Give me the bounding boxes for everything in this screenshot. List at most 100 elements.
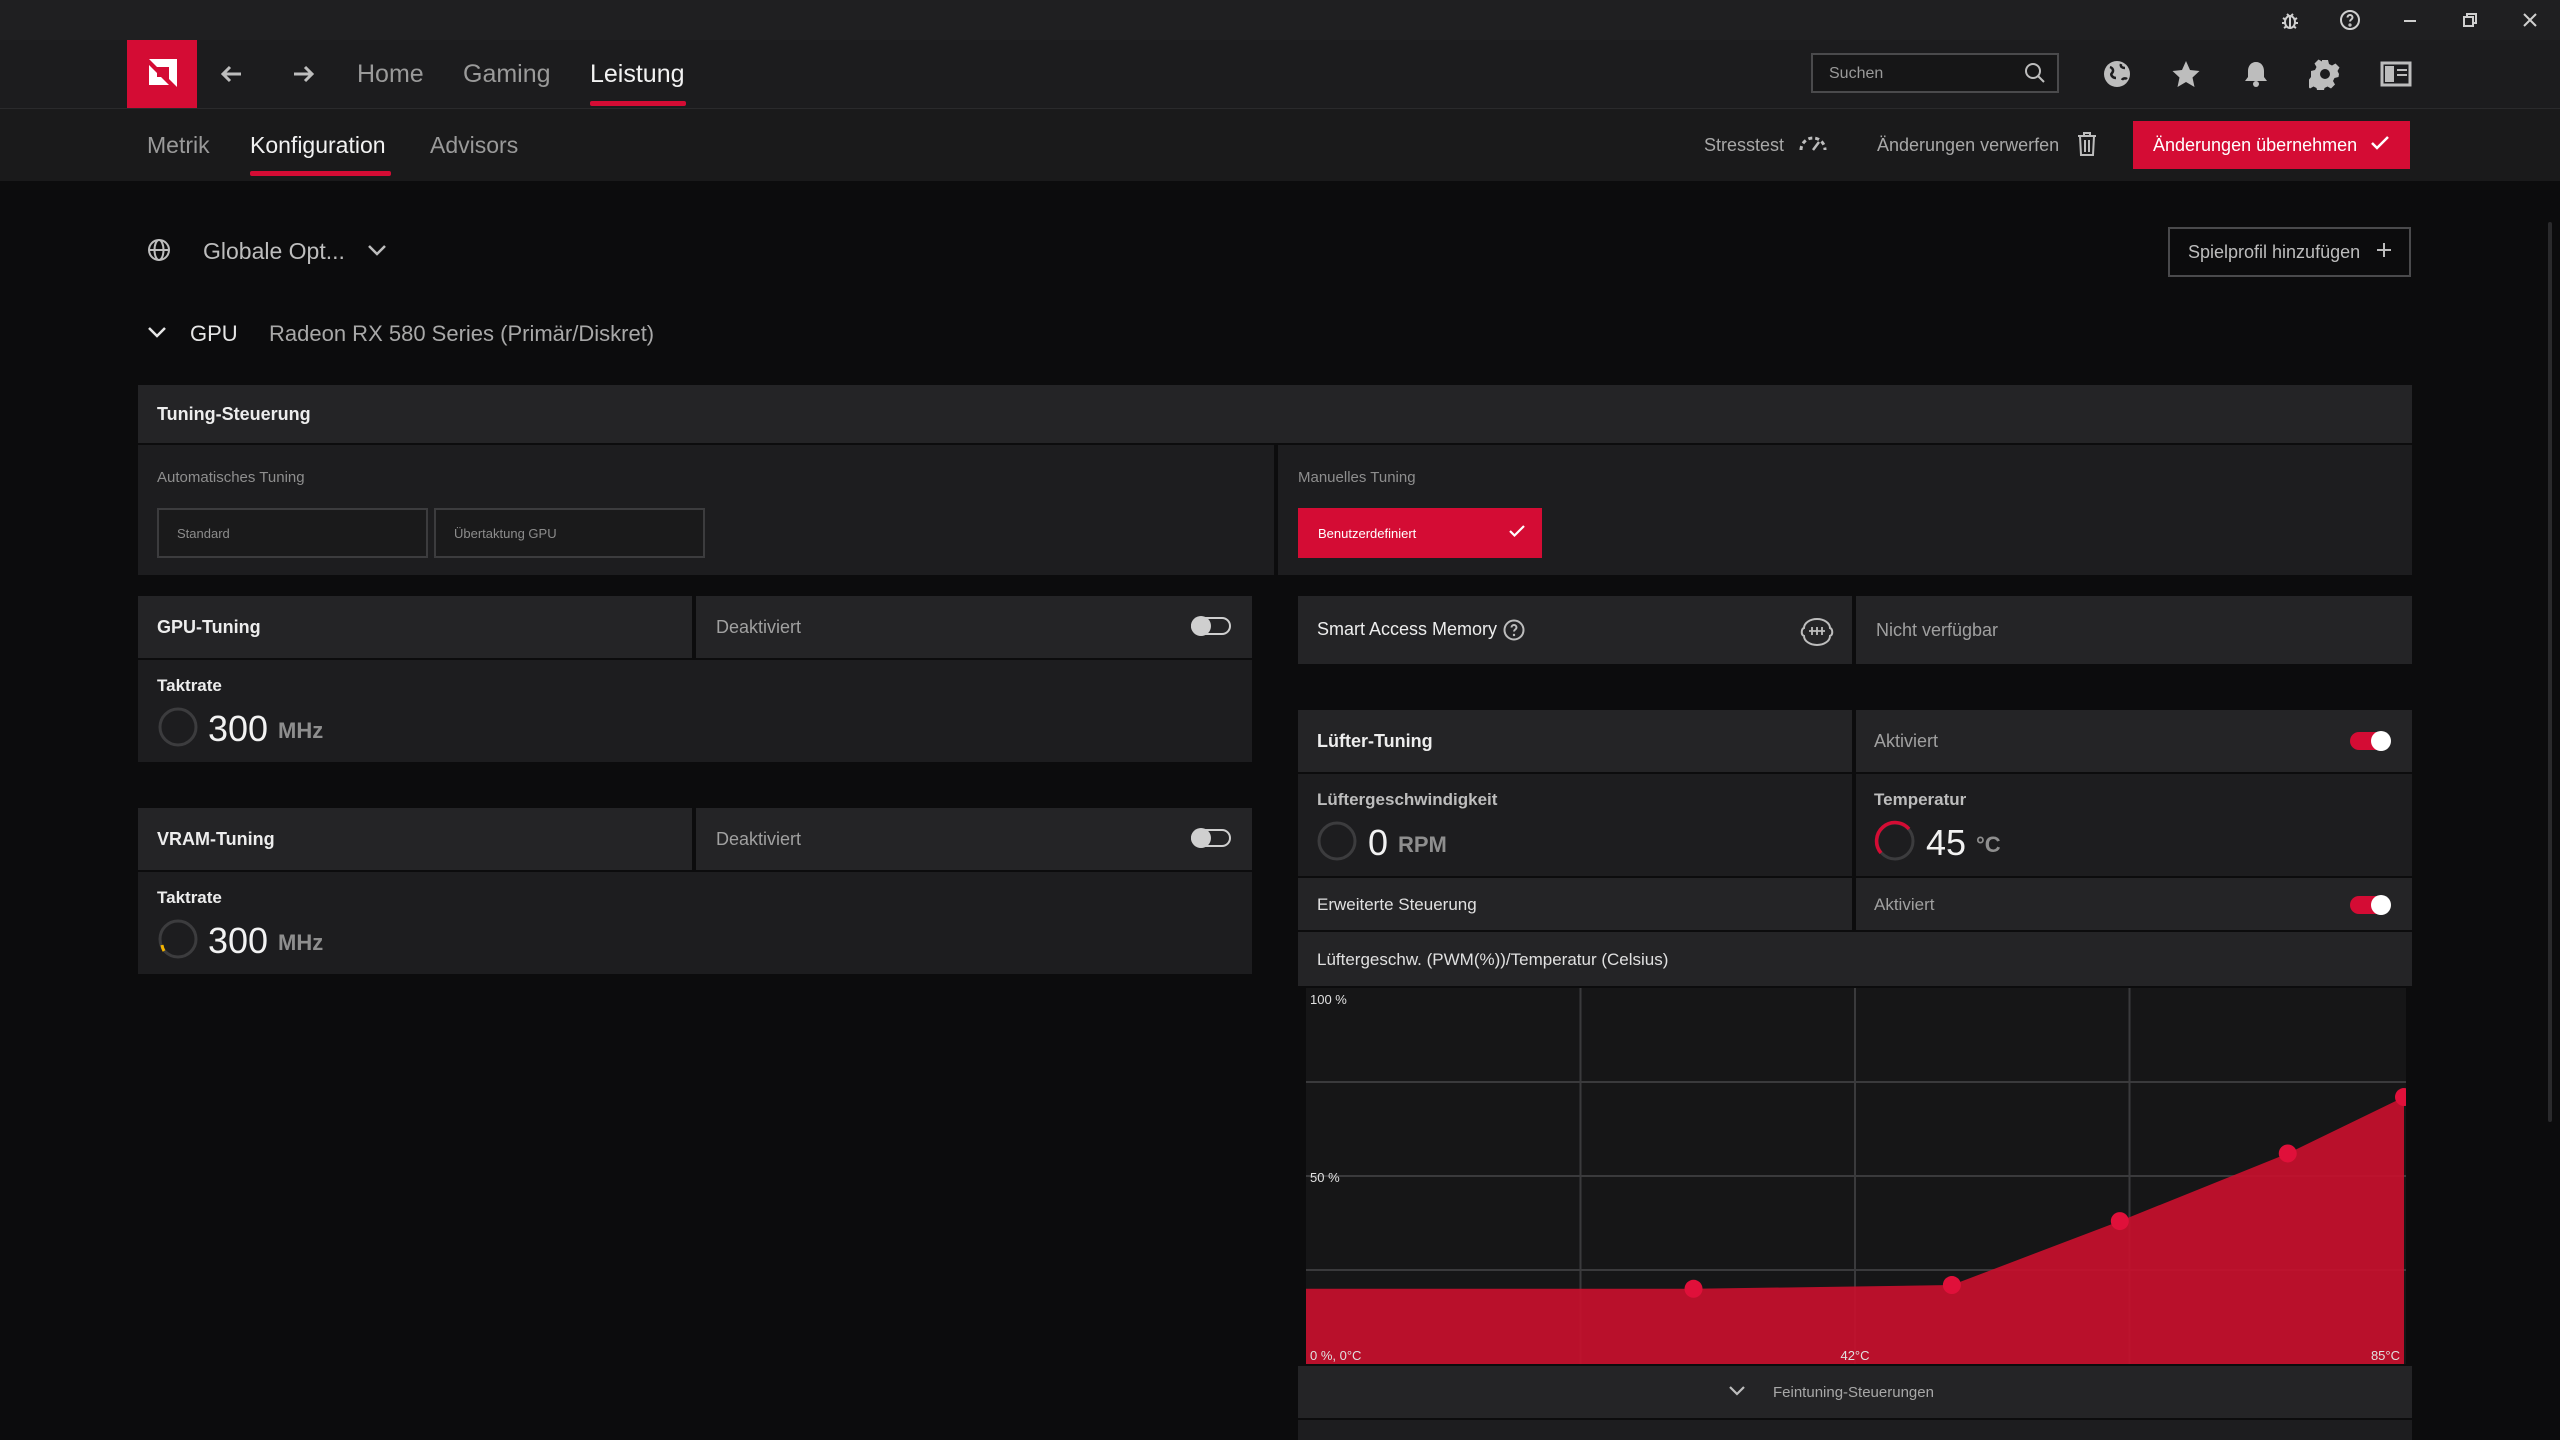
- chevron-down-icon[interactable]: [366, 240, 388, 265]
- collapse-chevron-icon[interactable]: [146, 322, 168, 347]
- fan-curve-point[interactable]: [2110, 1212, 2129, 1231]
- fan-speed-gauge-icon: [1317, 821, 1357, 861]
- fan-curve-point[interactable]: [2278, 1144, 2297, 1163]
- checkmark-icon: [1508, 524, 1526, 543]
- profile-select[interactable]: Globale Opt...: [203, 238, 345, 264]
- fan-tuning-status: Aktiviert: [1874, 731, 1939, 751]
- tab-advisors[interactable]: Advisors: [430, 132, 519, 158]
- gpu-tuning-status-cell: [696, 596, 1252, 658]
- vram-clock-gauge-icon: [158, 919, 198, 959]
- chevron-down-icon[interactable]: [1727, 1382, 1747, 1405]
- scrollbar[interactable]: [2548, 222, 2552, 1122]
- memory-chip-icon: [1798, 616, 1836, 651]
- manual-tuning-label: Manuelles Tuning: [1298, 469, 1416, 486]
- fan-curve-point[interactable]: [1684, 1279, 1703, 1298]
- discard-changes-button[interactable]: Änderungen verwerfen: [1877, 135, 2060, 155]
- checkmark-icon: [2370, 135, 2390, 156]
- advanced-control-toggle[interactable]: [2350, 895, 2391, 915]
- gpu-clock-label: Taktrate: [157, 676, 222, 695]
- plus-icon: [2375, 241, 2393, 264]
- nav-leistung[interactable]: Leistung: [590, 60, 685, 88]
- search-icon[interactable]: [2023, 61, 2047, 90]
- fine-tuning-row[interactable]: [1298, 1366, 2412, 1418]
- temperature-unit: °C: [1976, 832, 2001, 857]
- search-input[interactable]: [1827, 61, 2011, 87]
- vram-tuning-body: [138, 872, 1252, 974]
- gpu-clock-unit: MHz: [278, 718, 324, 743]
- temperature-label: Temperatur: [1874, 790, 1967, 809]
- toggle-knob: [2371, 895, 2391, 915]
- subnav-active-indicator: [250, 171, 391, 176]
- add-game-profile-label: Spielprofil hinzufügen: [2188, 241, 2361, 262]
- vram-clock-value: 300: [208, 920, 269, 961]
- bell-icon[interactable]: [2236, 54, 2276, 94]
- temperature-value: 45: [1926, 822, 1967, 863]
- help-circle-icon[interactable]: [1502, 618, 1526, 647]
- bug-report-icon[interactable]: [2265, 4, 2315, 36]
- custom-tuning-button[interactable]: Benutzerdefiniert: [1298, 508, 1542, 558]
- trash-icon[interactable]: [2076, 131, 2098, 162]
- gpu-tuning-header: [138, 596, 692, 658]
- gpu-tuning-body: [138, 660, 1252, 762]
- title-bar: [0, 0, 2560, 40]
- vram-tuning-header: [138, 808, 692, 870]
- speedometer-icon[interactable]: [1797, 130, 1829, 159]
- help-icon[interactable]: [2325, 4, 2375, 36]
- nav-home[interactable]: Home: [357, 60, 424, 88]
- fine-tuning-label[interactable]: Feintuning-Steuerungen: [1773, 1384, 1934, 1401]
- overclock-gpu-option[interactable]: Übertaktung GPU: [434, 508, 705, 558]
- custom-tuning-label: Benutzerdefiniert: [1318, 525, 1417, 541]
- apply-changes-label: Änderungen übernehmen: [2153, 134, 2358, 155]
- vram-clock-unit: MHz: [278, 930, 324, 955]
- next-panel-edge: [1298, 1420, 2412, 1440]
- globe-icon[interactable]: [2097, 54, 2137, 94]
- y-tick-label: 50 %: [1310, 1170, 1340, 1185]
- vram-tuning-status-cell: [696, 808, 1252, 870]
- standard-option[interactable]: Standard: [157, 508, 428, 558]
- search-box[interactable]: [1811, 53, 2059, 93]
- apply-changes-button[interactable]: Änderungen übernehmen: [2133, 121, 2410, 169]
- tab-konfiguration[interactable]: Konfiguration: [250, 132, 386, 158]
- toggle-knob: [1191, 828, 1211, 848]
- vram-tuning-title: VRAM-Tuning: [157, 829, 275, 849]
- vram-tuning-toggle[interactable]: [1191, 828, 1231, 848]
- toggle-knob: [1191, 616, 1211, 636]
- fan-tuning-status-cell: [1856, 710, 2412, 772]
- auto-tuning-label: Automatisches Tuning: [157, 469, 305, 486]
- tab-metrik[interactable]: Metrik: [147, 132, 210, 158]
- gpu-tuning-status: Deaktiviert: [716, 617, 802, 637]
- fan-speed-value: 0: [1368, 822, 1389, 863]
- fan-tuning-toggle[interactable]: [2350, 731, 2391, 751]
- fan-curve-point[interactable]: [1942, 1276, 1961, 1295]
- sam-header: [1298, 596, 1852, 664]
- back-arrow-icon[interactable]: [212, 58, 252, 90]
- amd-logo-icon[interactable]: [127, 40, 197, 108]
- star-icon[interactable]: [2166, 54, 2206, 94]
- minimize-icon[interactable]: [2385, 4, 2435, 36]
- fan-tuning-title: Lüfter-Tuning: [1317, 731, 1433, 751]
- close-icon[interactable]: [2505, 4, 2555, 36]
- gpu-clock-value: 300: [208, 708, 269, 749]
- nav-active-indicator: [590, 101, 686, 106]
- gpu-clock-gauge-icon: [158, 707, 198, 747]
- add-game-profile-button[interactable]: Spielprofil hinzufügen: [2168, 227, 2411, 277]
- gpu-label: GPU: [190, 321, 238, 346]
- forward-arrow-icon[interactable]: [283, 58, 323, 90]
- gpu-tuning-toggle[interactable]: [1191, 616, 1231, 636]
- restore-icon[interactable]: [2445, 4, 2495, 36]
- fan-speed-cell: [1298, 774, 1852, 876]
- sidebar-layout-icon[interactable]: [2376, 54, 2416, 94]
- tuning-control-header: [138, 385, 2412, 443]
- stresstest-button[interactable]: Stresstest: [1704, 135, 1785, 155]
- nav-gaming[interactable]: Gaming: [463, 60, 551, 88]
- gear-icon[interactable]: [2305, 54, 2345, 94]
- fan-curve-svg[interactable]: 100 % 50 % 0 %, 0°C 42°C 85°C: [1306, 988, 2413, 1364]
- fan-curve-chart[interactable]: 100 % 50 % 0 %, 0°C 42°C 85°C: [1306, 988, 2413, 1364]
- sam-status: Nicht verfügbar: [1876, 620, 1999, 640]
- advanced-control-status: Aktiviert: [1874, 895, 1935, 914]
- fan-chart-title: Lüftergeschw. (PWM(%))/Temperatur (Celsi…: [1317, 950, 1669, 969]
- x-tick-label: 85°C: [2371, 1348, 2400, 1363]
- fan-curve-area: [1306, 1097, 2404, 1364]
- y-tick-label: 100 %: [1310, 992, 1347, 1007]
- fan-speed-unit: RPM: [1398, 832, 1447, 857]
